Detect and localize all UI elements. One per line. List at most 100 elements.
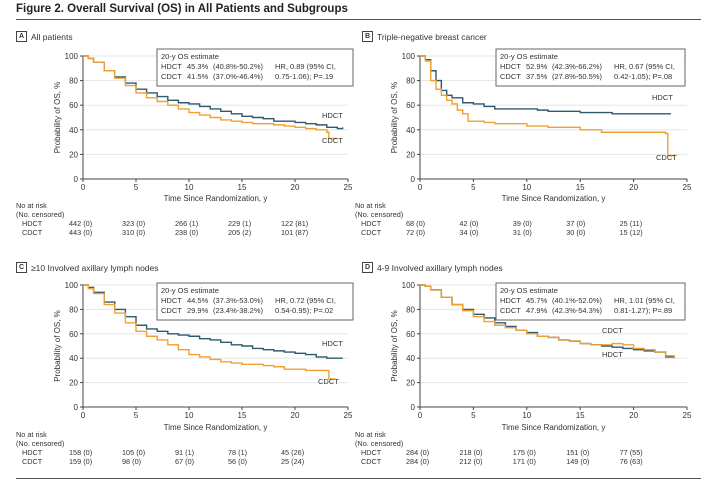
- x-tick-label: 15: [238, 183, 247, 192]
- estimate-cell: HR, 0.67 (95% CI,: [614, 62, 675, 71]
- estimate-cell: 45.3%: [187, 62, 209, 71]
- risk-cell: 229 (1): [228, 219, 252, 228]
- y-axis-label: Probability of OS, %: [53, 82, 62, 154]
- x-axis-label: Time Since Randomization, y: [502, 423, 606, 432]
- y-tick-label: 80: [406, 77, 415, 86]
- risk-cell: 171 (0): [512, 457, 536, 466]
- risk-table: No at risk (No. censored) HDCT 442 (0) 323 (…: [16, 201, 356, 237]
- risk-arm-label: CDCT: [361, 457, 382, 466]
- x-tick-label: 20: [629, 411, 638, 420]
- km-curve-hdct: [83, 55, 344, 130]
- top-rule: [16, 19, 701, 20]
- estimate-heading: 20-y OS estimate: [500, 52, 558, 61]
- y-axis-label: Probability of OS, %: [53, 310, 62, 382]
- estimate-cell: HDCT: [500, 296, 521, 305]
- risk-cell: 284 (0): [406, 448, 430, 457]
- estimate-heading: 20-y OS estimate: [161, 286, 219, 295]
- estimate-cell: CDCT: [500, 72, 521, 81]
- risk-cell: 158 (0): [69, 448, 93, 457]
- estimate-cell: 44.5%: [187, 296, 209, 305]
- estimate-cell: CDCT: [161, 72, 182, 81]
- panel-label-d: D 4-9 Involved axillary lymph nodes: [362, 262, 503, 273]
- risk-cell: 442 (0): [69, 219, 93, 228]
- risk-header: (No. censored): [16, 210, 65, 219]
- panel-title: Triple-negative breast cancer: [377, 31, 487, 42]
- x-tick-label: 0: [418, 411, 423, 420]
- panel-label-b: B Triple-negative breast cancer: [362, 31, 487, 42]
- x-tick-label: 10: [185, 411, 194, 420]
- risk-cell: 218 (0): [459, 448, 483, 457]
- x-axis-label: Time Since Randomization, y: [164, 194, 268, 203]
- estimate-cell: 45.7%: [526, 296, 548, 305]
- km-curve-cdct: [420, 55, 675, 157]
- x-tick-label: 10: [522, 411, 531, 420]
- estimate-cell: 41.5%: [187, 72, 209, 81]
- y-tick-label: 100: [65, 281, 79, 290]
- risk-cell: 212 (0): [459, 457, 483, 466]
- estimate-cell: (40.1%-52.0%): [552, 296, 603, 305]
- estimate-heading: 20-y OS estimate: [161, 52, 219, 61]
- risk-cell: 39 (0): [512, 219, 532, 228]
- estimate-cell: (23.4%-38.2%): [213, 306, 264, 315]
- curve-label-cdct: CDCT: [322, 136, 343, 145]
- estimate-cell: 37.5%: [526, 72, 548, 81]
- risk-cell: 310 (0): [122, 228, 146, 237]
- km-curve-cdct: [420, 284, 675, 359]
- risk-cell: 34 (0): [459, 228, 479, 237]
- y-tick-label: 0: [411, 175, 416, 184]
- curve-label-cdct: CDCT: [602, 326, 623, 335]
- estimate-cell: 0.75-1.06); P=.19: [275, 72, 333, 81]
- estimate-box: [495, 48, 686, 87]
- estimate-cell: HDCT: [161, 62, 182, 71]
- risk-cell: 443 (0): [69, 228, 93, 237]
- x-tick-label: 25: [683, 183, 692, 192]
- x-tick-label: 0: [81, 411, 86, 420]
- curve-label-hdct: HDCT: [652, 93, 673, 102]
- risk-cell: 91 (1): [175, 448, 195, 457]
- panel-title: All patients: [31, 31, 73, 42]
- risk-header: No at risk: [16, 430, 47, 439]
- curve-label-cdct: CDCT: [656, 153, 677, 162]
- risk-header: (No. censored): [16, 439, 65, 448]
- y-tick-label: 40: [69, 354, 78, 363]
- risk-cell: 159 (0): [69, 457, 93, 466]
- km-curve-hdct: [83, 284, 343, 359]
- risk-cell: 284 (0): [406, 457, 430, 466]
- y-tick-label: 60: [69, 330, 78, 339]
- y-tick-label: 80: [69, 77, 78, 86]
- curve-label-cdct: CDCT: [318, 377, 339, 386]
- y-tick-label: 40: [69, 126, 78, 135]
- risk-row-hdct: HDCT 442 (0) 323 (0) 266 (1) 229 (1) 122 (81): [16, 219, 356, 228]
- risk-arm-label: HDCT: [361, 219, 382, 228]
- estimate-cell: CDCT: [161, 306, 182, 315]
- x-axis-label: Time Since Randomization, y: [502, 194, 606, 203]
- y-tick-label: 20: [406, 150, 415, 159]
- y-tick-label: 60: [69, 101, 78, 110]
- risk-cell: 15 (12): [619, 228, 643, 237]
- y-tick-label: 20: [406, 379, 415, 388]
- risk-cell: 30 (0): [566, 228, 586, 237]
- risk-row-cdct: CDCT 72 (0) 34 (0) 31 (0) 30 (0) 15 (12): [355, 228, 695, 237]
- risk-cell: 105 (0): [122, 448, 146, 457]
- risk-cell: 122 (81): [281, 219, 309, 228]
- risk-cell: 45 (26): [281, 448, 305, 457]
- panel-title: 4-9 Involved axillary lymph nodes: [377, 262, 503, 273]
- km-curve-cdct: [83, 55, 338, 140]
- risk-row-hdct: HDCT 158 (0) 105 (0) 91 (1) 78 (1) 45 (26): [16, 448, 356, 457]
- y-tick-label: 80: [406, 305, 415, 314]
- estimate-cell: HR, 1.01 (95% CI,: [614, 296, 675, 305]
- risk-cell: 98 (0): [122, 457, 142, 466]
- x-tick-label: 5: [471, 411, 476, 420]
- y-tick-label: 100: [65, 52, 79, 61]
- risk-header: (No. censored): [355, 439, 404, 448]
- estimate-box: [495, 282, 686, 321]
- x-tick-label: 20: [291, 411, 300, 420]
- y-tick-label: 60: [406, 330, 415, 339]
- panel-label-a: A All patients: [16, 31, 73, 42]
- risk-arm-label: HDCT: [22, 448, 43, 457]
- risk-cell: 56 (0): [228, 457, 248, 466]
- y-tick-label: 0: [74, 403, 79, 412]
- panel-title: ≥10 Involved axillary lymph nodes: [31, 262, 159, 273]
- estimate-cell: HDCT: [161, 296, 182, 305]
